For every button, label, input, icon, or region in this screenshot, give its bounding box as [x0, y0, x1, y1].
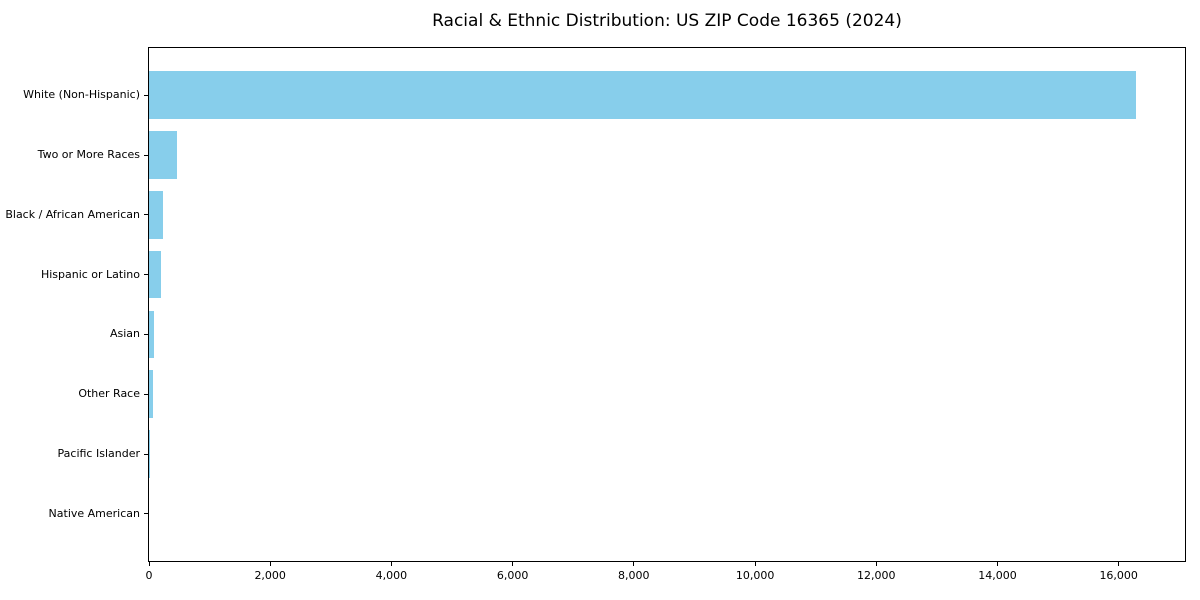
- y-tick-mark: [144, 214, 149, 216]
- x-tick-mark: [512, 561, 514, 566]
- bar-two-or-more-races: [149, 131, 177, 179]
- bar-white-non-hispanic: [149, 71, 1136, 120]
- y-tick-mark: [144, 94, 149, 96]
- y-tick-label-other-race: Other Race: [78, 387, 140, 401]
- chart-title: Racial & Ethnic Distribution: US ZIP Cod…: [432, 11, 902, 31]
- x-tick-label-8000: 8,000: [618, 569, 650, 582]
- x-tick-label-2000: 2,000: [254, 569, 286, 582]
- y-tick-mark: [144, 154, 149, 156]
- x-tick-label-0: 0: [145, 569, 153, 582]
- y-tick-label-hispanic-or-latino: Hispanic or Latino: [40, 267, 140, 281]
- x-tick-label-10000: 10,000: [735, 569, 775, 582]
- y-tick-mark: [144, 513, 149, 515]
- bar-other-race: [149, 370, 153, 419]
- y-tick-label-black-african-american: Black / African American: [5, 207, 140, 221]
- bar-black-african-american: [149, 190, 164, 239]
- bar-hispanic-or-latino: [149, 250, 162, 299]
- bar-asian: [149, 310, 155, 359]
- y-tick-label-native-american: Native American: [48, 506, 140, 520]
- x-tick-mark: [997, 561, 998, 566]
- x-tick-label-6000: 6,000: [496, 569, 529, 582]
- y-tick-label-pacific-islander: Pacific Islander: [57, 447, 140, 460]
- y-tick-label-asian: Asian: [109, 327, 140, 341]
- y-tick-mark: [144, 393, 149, 395]
- x-tick-mark: [148, 561, 150, 566]
- x-tick-mark: [633, 561, 635, 566]
- x-tick-mark: [875, 561, 877, 566]
- x-tick-label-4000: 4,000: [375, 569, 408, 582]
- x-tick-label-16000: 16,000: [1099, 569, 1138, 582]
- x-tick-label-14000: 14,000: [978, 569, 1017, 582]
- x-tick-label-12000: 12,000: [857, 569, 896, 582]
- y-tick-label-white-non-hispanic: White (Non-Hispanic): [23, 88, 140, 102]
- y-tick-mark: [144, 274, 149, 276]
- bar-pacific-islander: [149, 430, 150, 478]
- y-tick-mark: [144, 333, 149, 335]
- plot-area: White (Non-Hispanic) Two or More Races Bla…: [5, 47, 1186, 582]
- x-tick-mark: [754, 561, 756, 566]
- x-tick-mark: [269, 561, 271, 566]
- x-tick-mark: [1118, 561, 1120, 566]
- y-tick-label-two-or-more-races: Two or More Races: [37, 148, 140, 161]
- y-tick-mark: [144, 453, 149, 455]
- x-tick-mark: [390, 561, 392, 566]
